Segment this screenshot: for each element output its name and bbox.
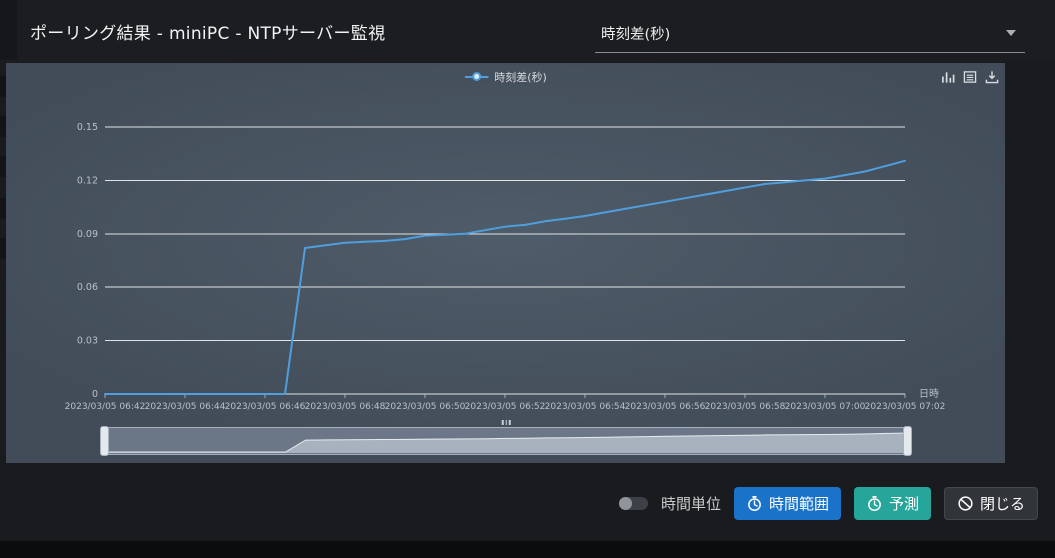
svg-text:2023/03/05 07:00: 2023/03/05 07:00: [785, 402, 866, 412]
svg-text:日時: 日時: [919, 388, 939, 400]
time-unit-toggle[interactable]: [618, 496, 648, 510]
bottom-bar: [0, 541, 1055, 558]
svg-text:0.09: 0.09: [77, 229, 98, 240]
svg-text:0.06: 0.06: [77, 282, 98, 293]
dialog-title: ポーリング結果 - miniPC - NTPサーバー監視: [30, 24, 386, 44]
svg-text:2023/03/05 06:54: 2023/03/05 06:54: [545, 402, 626, 412]
legend-marker-icon: [464, 72, 489, 82]
svg-text:2023/03/05 06:46: 2023/03/05 06:46: [225, 402, 306, 412]
chevron-down-icon: [1006, 30, 1016, 36]
datazoom-preview: [105, 432, 907, 453]
datazoom-right-handle[interactable]: [903, 426, 912, 456]
timer-icon: [748, 495, 761, 511]
toggle-knob: [618, 496, 632, 510]
save-image-icon[interactable]: [985, 70, 999, 84]
background-sidebar-icon: [0, 238, 6, 259]
time-unit-label: 時間単位: [660, 494, 721, 513]
chart-legend[interactable]: 時刻差(秒): [464, 69, 547, 85]
datazoom-left-handle[interactable]: [100, 426, 109, 456]
data-view-icon[interactable]: [963, 70, 977, 84]
close-button[interactable]: 閉じる: [943, 486, 1038, 520]
header-edge-decoration: [0, 0, 17, 60]
datazoom-slider[interactable]: [100, 420, 912, 456]
predict-button[interactable]: 予測: [853, 486, 931, 520]
svg-text:0: 0: [92, 389, 98, 400]
timer-icon: [868, 495, 881, 511]
footer-toolbar: 時間単位 時間範囲 予測 閉じる: [618, 486, 1038, 520]
svg-text:2023/03/05 06:52: 2023/03/05 06:52: [465, 402, 546, 412]
close-button-label: 閉じる: [979, 494, 1025, 513]
background-sidebar-icon: [0, 116, 6, 137]
svg-text:2023/03/05 06:50: 2023/03/05 06:50: [385, 402, 466, 412]
svg-text:0.15: 0.15: [77, 122, 98, 133]
svg-text:2023/03/05 06:56: 2023/03/05 06:56: [625, 402, 706, 412]
legend-label: 時刻差(秒): [494, 71, 547, 84]
background-sidebar-icon: [0, 76, 6, 97]
chart-panel: 0 0.03 0.06 0.09 0.12 0.15 2023/03/05 06:42 202…: [6, 63, 1005, 463]
datazoom-grip[interactable]: [501, 420, 511, 425]
metric-select[interactable]: 時刻差(秒): [595, 14, 1025, 53]
time-range-button-label: 時間範囲: [768, 494, 829, 513]
time-range-button[interactable]: 時間範囲: [733, 486, 841, 520]
chart-toolbox: [941, 70, 999, 84]
background-sidebar-icon: [0, 156, 6, 177]
svg-text:2023/03/05 06:42: 2023/03/05 06:42: [65, 402, 146, 412]
svg-text:0.03: 0.03: [77, 336, 98, 347]
predict-button-label: 予測: [888, 494, 919, 513]
background-sidebar-icon: [0, 198, 6, 219]
dialog-header: ポーリング結果 - miniPC - NTPサーバー監視 時刻差(秒): [0, 0, 1055, 62]
svg-text:2023/03/05 07:02: 2023/03/05 07:02: [865, 402, 946, 412]
svg-text:2023/03/05 06:48: 2023/03/05 06:48: [305, 402, 386, 412]
cancel-icon: [958, 495, 973, 511]
svg-text:0.12: 0.12: [77, 175, 98, 186]
svg-text:2023/03/05 06:44: 2023/03/05 06:44: [145, 402, 226, 412]
metric-select-value: 時刻差(秒): [601, 26, 671, 43]
bar-chart-icon[interactable]: [941, 70, 955, 84]
svg-text:2023/03/05 06:58: 2023/03/05 06:58: [705, 402, 786, 412]
